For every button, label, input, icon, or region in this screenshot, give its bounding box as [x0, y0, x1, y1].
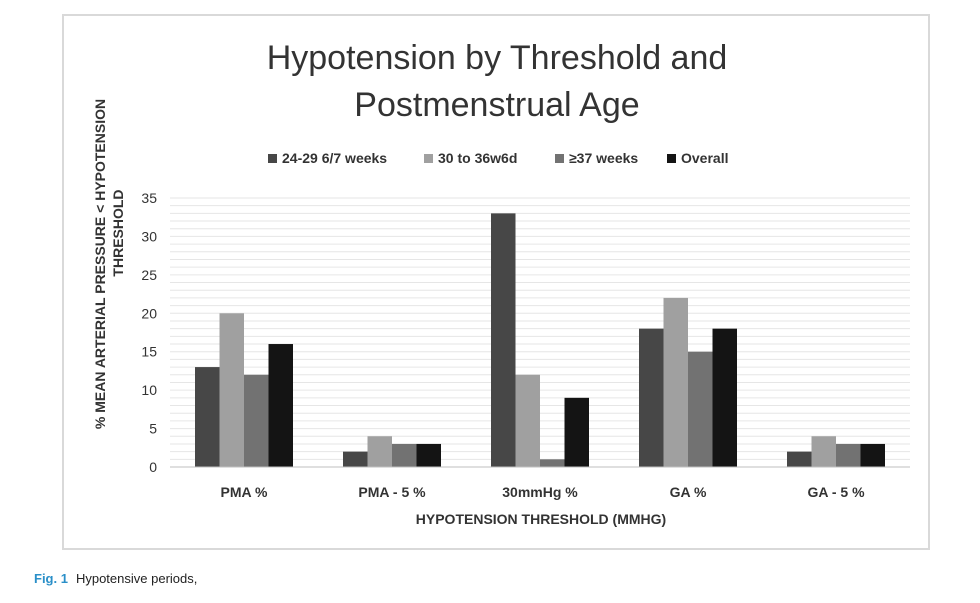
bar — [639, 328, 664, 467]
chart-title-line-1: Hypotension by Threshold and — [267, 39, 728, 77]
figure-caption: Fig. 1 Hypotensive periods, — [34, 571, 197, 586]
bar — [392, 443, 417, 467]
y-axis-label-line-2: THRESHOLD — [110, 189, 126, 276]
legend-swatch — [667, 154, 676, 163]
x-tick-label: GA - 5 % — [807, 484, 865, 500]
legend-label: 24-29 6/7 weeks — [282, 150, 387, 166]
bar — [343, 451, 368, 467]
y-tick-label: 20 — [141, 305, 157, 321]
y-tick-label: 25 — [141, 267, 157, 283]
y-tick-label: 35 — [141, 190, 157, 206]
y-axis-label-line-1: % MEAN ARTERIAL PRESSURE < HYPOTENSION — [92, 99, 108, 429]
bar — [787, 451, 812, 467]
legend-label: ≥37 weeks — [569, 150, 638, 166]
x-axis-label: HYPOTENSION THRESHOLD (MMHG) — [416, 511, 666, 527]
bar — [195, 367, 220, 467]
legend-label: 30 to 36w6d — [438, 150, 517, 166]
chart-bars — [195, 213, 885, 467]
legend-swatch — [268, 154, 277, 163]
y-axis-tick-labels: 0 5 10 15 20 25 30 35 — [141, 190, 157, 475]
x-axis-tick-labels: PMA % PMA - 5 % 30mmHg % GA % GA - 5 % — [221, 484, 866, 500]
chart-title-line-2: Postmenstrual Age — [354, 86, 639, 124]
bar — [564, 397, 589, 467]
bar — [540, 459, 565, 467]
bar — [491, 213, 516, 467]
figure-label: Fig. 1 — [34, 571, 68, 586]
bar-chart: Hypotension by Threshold and Postmenstru… — [92, 39, 910, 527]
bar — [663, 297, 688, 467]
y-axis-label: % MEAN ARTERIAL PRESSURE < HYPOTENSION T… — [92, 99, 126, 429]
chart-title: Hypotension by Threshold and Postmenstru… — [267, 39, 728, 124]
legend-label: Overall — [681, 150, 728, 166]
bar — [836, 443, 861, 467]
x-tick-label: GA % — [670, 484, 707, 500]
x-tick-label: 30mmHg % — [502, 484, 578, 500]
bar — [515, 374, 540, 467]
bar — [860, 443, 885, 467]
legend-swatch — [555, 154, 564, 163]
y-tick-label: 0 — [149, 459, 157, 475]
bar — [268, 344, 293, 467]
bar — [367, 436, 392, 467]
bar — [416, 443, 441, 467]
x-tick-label: PMA % — [221, 484, 268, 500]
y-tick-label: 15 — [141, 344, 157, 360]
chart-legend: 24-29 6/7 weeks 30 to 36w6d ≥37 weeks Overa… — [268, 150, 728, 166]
y-tick-label: 10 — [141, 382, 157, 398]
legend-swatch — [424, 154, 433, 163]
bar — [688, 351, 713, 467]
y-tick-label: 30 — [141, 228, 157, 244]
bar — [219, 313, 244, 467]
x-tick-label: PMA - 5 % — [358, 484, 426, 500]
bar — [712, 328, 737, 467]
figure-caption-text: Hypotensive periods, — [75, 571, 198, 586]
bar — [244, 374, 269, 467]
bar — [811, 436, 836, 467]
y-tick-label: 5 — [149, 421, 157, 437]
